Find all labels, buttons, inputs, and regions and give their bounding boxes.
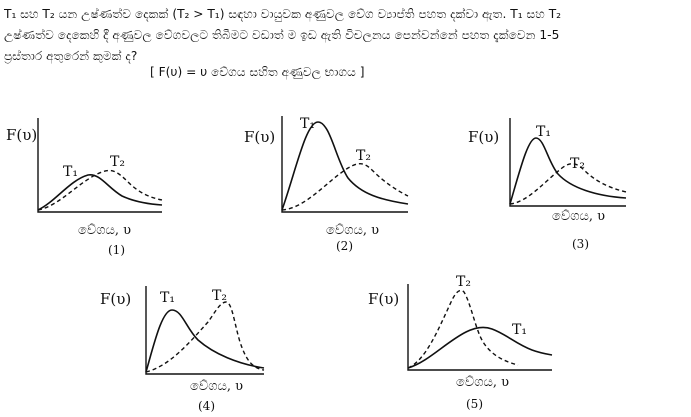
axes xyxy=(407,284,552,371)
graph-caption: (3) xyxy=(572,237,589,251)
question-line-3: ප්‍රස්තාර අතුරෙන් කුමක් ද? xyxy=(4,49,138,63)
t1-curve xyxy=(281,121,409,211)
x-axis-label: වේගය, υ xyxy=(552,209,605,224)
t2-label: T₂ xyxy=(110,154,125,170)
question-line-1: T₁ සහ T₂ යන උෂ්ණත්ව දෙකක් (T₂ > T₁) සඳහා… xyxy=(4,7,562,21)
t2-label: T₂ xyxy=(212,288,227,304)
t2-curve xyxy=(407,289,519,369)
t2-curve xyxy=(37,169,163,211)
t1-curve xyxy=(407,326,553,369)
question-text: T₁ සහ T₂ යන උෂ්ණත්ව දෙකක් (T₂ > T₁) සඳහා… xyxy=(4,4,688,67)
y-axis-label: F(υ) xyxy=(100,290,131,308)
x-axis-label: වේගය, υ xyxy=(326,223,379,238)
t1-label: T₁ xyxy=(160,290,175,306)
y-axis-label: F(υ) xyxy=(244,128,275,146)
graph-2[interactable]: F(υ) T₁ T₂ වේගය, υ (2) xyxy=(236,110,416,260)
t2-label: T₂ xyxy=(570,156,585,172)
x-axis-label: වේගය, υ xyxy=(78,223,131,238)
axes xyxy=(145,286,264,375)
t1-label: T₁ xyxy=(536,124,551,140)
graph-4[interactable]: F(υ) T₁ T₂ වේගය, υ (4) xyxy=(100,282,280,417)
t1-curve xyxy=(509,137,627,205)
y-axis-label: F(υ) xyxy=(6,126,37,144)
axes xyxy=(37,118,162,213)
t1-curve xyxy=(37,174,163,211)
t1-label: T₁ xyxy=(300,116,315,132)
graph-caption: (1) xyxy=(108,243,125,257)
graph-caption: (5) xyxy=(466,397,483,411)
graph-caption: (4) xyxy=(198,399,215,413)
x-axis-label: වේගය, υ xyxy=(456,375,509,390)
t2-label: T₂ xyxy=(456,274,471,290)
graph-caption: (2) xyxy=(336,239,353,253)
question-line-2: උෂ්ණත්ව දෙකෙහි දී අණුවල වේගවලට තිබීමට වඩ… xyxy=(4,28,560,42)
definition-note: [ F(υ) = υ වේගය සහිත අණුවල භාගය ] xyxy=(150,65,365,79)
t1-label: T₁ xyxy=(63,164,78,180)
t2-curve xyxy=(281,163,409,211)
graph-1[interactable]: F(υ) T₁ T₂ වේගය, υ (1) xyxy=(0,110,180,260)
t2-label: T₂ xyxy=(356,148,371,164)
t1-label: T₁ xyxy=(512,322,527,338)
graph-5[interactable]: F(υ) T₁ T₂ වේගය, υ (5) xyxy=(366,272,566,417)
t1-curve xyxy=(145,309,265,373)
t2-curve xyxy=(145,301,265,373)
axes xyxy=(281,116,408,213)
y-axis-label: F(υ) xyxy=(468,128,499,146)
t2-curve xyxy=(509,163,627,205)
y-axis-label: F(υ) xyxy=(368,290,399,308)
x-axis-label: වේගය, υ xyxy=(190,379,243,394)
axes xyxy=(509,118,626,207)
graph-3[interactable]: F(υ) T₁ T₂ වේගය, υ (3) xyxy=(466,110,646,260)
